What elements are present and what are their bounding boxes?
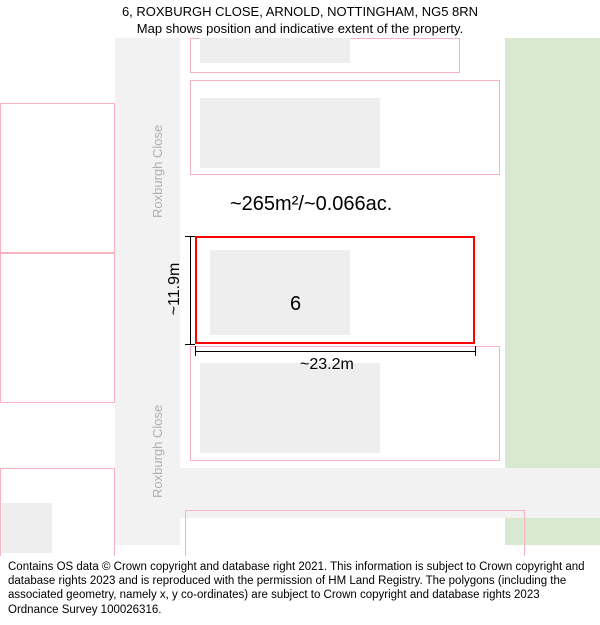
- road-label-lower: Roxburgh Close: [150, 405, 165, 498]
- copyright-footer: Contains OS data © Crown copyright and d…: [0, 556, 600, 625]
- dim-label-width: ~23.2m: [300, 356, 354, 374]
- parcel: [0, 253, 115, 403]
- header: 6, ROXBURGH CLOSE, ARNOLD, NOTTINGHAM, N…: [0, 0, 600, 40]
- map-subtitle: Map shows position and indicative extent…: [10, 21, 590, 38]
- dim-tick: [185, 236, 195, 237]
- address-title: 6, ROXBURGH CLOSE, ARNOLD, NOTTINGHAM, N…: [10, 4, 590, 21]
- road-label-upper: Roxburgh Close: [150, 125, 165, 218]
- parcel: [185, 510, 525, 560]
- dim-line-width: [195, 351, 475, 352]
- highlighted-property: [195, 236, 475, 344]
- dim-line-height: [190, 236, 191, 344]
- building: [200, 98, 380, 168]
- building: [2, 503, 52, 553]
- dim-tick: [475, 346, 476, 356]
- map-area: Roxburgh Close Roxburgh Close ~265m²/~0.…: [0, 38, 600, 545]
- plot-number: 6: [290, 293, 301, 316]
- area-label: ~265m²/~0.066ac.: [230, 193, 392, 216]
- dim-tick: [185, 344, 195, 345]
- dim-tick: [195, 346, 196, 356]
- dim-label-height: ~11.9m: [166, 254, 184, 324]
- parcel: [0, 103, 115, 253]
- building: [200, 38, 350, 63]
- building: [200, 363, 380, 453]
